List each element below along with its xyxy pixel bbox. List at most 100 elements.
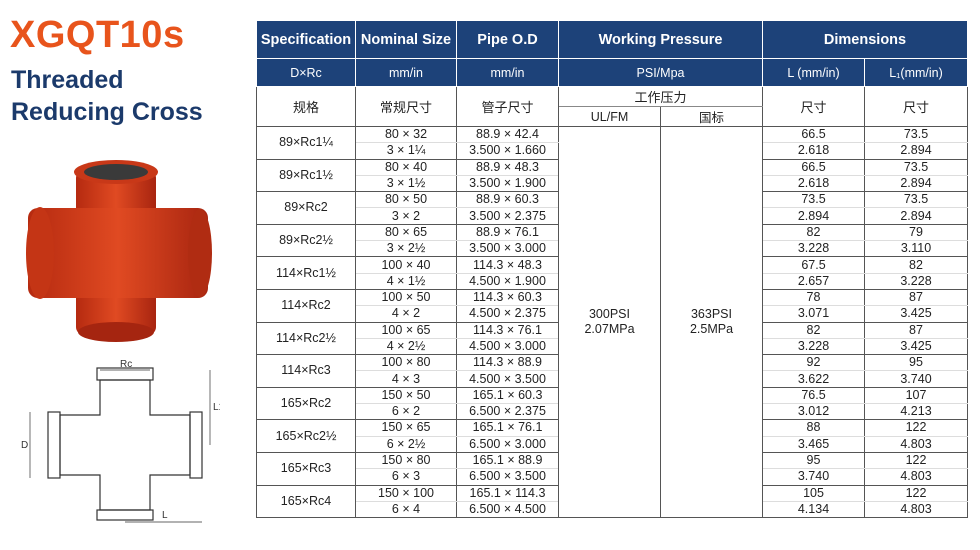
od-mm-cell: 114.3 × 88.9 — [456, 354, 559, 372]
table-row: 89×Rc2½ 80 × 65 88.9 × 76.1 82 79 — [256, 223, 968, 258]
table-row: 4 × 3 4.500 × 3.500 3.622 3.740 — [257, 370, 968, 388]
od-in-cell: 4.500 × 3.500 — [456, 370, 559, 388]
l1-in-cell: 4.803 — [864, 436, 968, 453]
product-subtitle: Threaded Reducing Cross — [11, 64, 203, 128]
od-in-cell: 6.500 × 3.500 — [456, 468, 559, 486]
l-mm-cell: 67.5 — [762, 256, 865, 274]
od-mm-cell: 114.3 × 76.1 — [456, 321, 559, 339]
subtitle-line-1: Threaded — [11, 66, 124, 94]
l1-in-cell: 3.228 — [864, 273, 968, 290]
od-mm-cell: 88.9 × 76.1 — [456, 223, 559, 242]
od-in-cell: 4.500 × 1.900 — [456, 273, 559, 290]
l-mm-cell: 88 — [762, 419, 865, 437]
od-in-cell: 4.500 × 3.000 — [456, 338, 559, 356]
label-rc: Rc — [120, 360, 132, 370]
l-mm-cell: 78 — [762, 288, 865, 307]
cn-pipe: 管子尺寸 — [456, 86, 559, 127]
table-row: 89×Rc1¼ 80 × 32 88.9 × 42.4 300PSI 2.07MPa 36… — [256, 125, 968, 519]
table-row: 6 × 2 6.500 × 2.375 3.012 4.213 — [257, 403, 968, 421]
unit-pipe: mm/in — [456, 58, 559, 87]
l1-in-cell: 2.894 — [864, 207, 968, 225]
od-mm-cell: 114.3 × 48.3 — [456, 256, 559, 274]
spec-cell: 114×Rc1½ — [256, 256, 356, 290]
unit-spec: D×Rc — [256, 58, 356, 87]
table-row: 89×Rc2 80 × 50 88.9 × 60.3 73.5 73.5 — [256, 191, 968, 225]
nominal-in-cell: 4 × 1½ — [355, 273, 457, 290]
header-pipe-od: Pipe O.D — [456, 20, 559, 59]
od-in-cell: 3.500 × 1.900 — [456, 175, 559, 193]
l1-in-cell: 3.425 — [864, 338, 968, 356]
l1-mm-cell: 122 — [864, 451, 968, 470]
table-row: 3 × 2½ 3.500 × 3.000 3.228 3.110 — [257, 240, 968, 258]
table-row: 6 × 2½ 6.500 × 3.000 3.465 4.803 — [257, 436, 968, 453]
spec-cell: 114×Rc2½ — [256, 321, 356, 356]
table-row: 4 × 2 4.500 × 2.375 3.071 3.425 — [257, 305, 968, 323]
od-mm-cell: 88.9 × 48.3 — [456, 158, 559, 176]
l-mm-cell: 95 — [762, 451, 865, 470]
l-in-cell: 2.894 — [762, 207, 865, 225]
nominal-in-cell: 3 × 2 — [355, 207, 457, 225]
l1-mm-cell: 79 — [864, 223, 968, 242]
l-mm-cell: 82 — [762, 223, 865, 242]
table-row: 89×Rc1½ 80 × 40 88.9 × 48.3 66.5 73.5 — [256, 158, 968, 193]
dimension-drawing: Rc L1 D L — [21, 360, 220, 523]
od-in-cell: 3.500 × 1.660 — [456, 142, 559, 160]
label-l1: L1 — [213, 402, 220, 413]
l-in-cell: 3.740 — [762, 468, 865, 486]
unit-l1: L₁(mm/in) — [864, 58, 968, 87]
table-row: 6 × 4 6.500 × 4.500 4.134 4.803 — [257, 501, 968, 519]
nominal-in-cell: 4 × 3 — [355, 370, 457, 388]
spec-cell: 165×Rc2 — [256, 386, 356, 421]
unit-l: L (mm/in) — [762, 58, 865, 87]
nominal-mm-cell: 80 × 65 — [355, 223, 457, 242]
label-d: D — [21, 440, 28, 451]
nominal-in-cell: 6 × 2½ — [355, 436, 457, 453]
l1-in-cell: 2.894 — [864, 175, 968, 193]
nominal-mm-cell: 80 × 50 — [355, 191, 457, 209]
subtitle-line-2: Reducing Cross — [11, 98, 203, 126]
nominal-in-cell: 3 × 1½ — [355, 175, 457, 193]
l1-in-cell: 4.803 — [864, 468, 968, 486]
gb-mpa: 2.5MPa — [689, 322, 734, 337]
l-mm-cell: 105 — [762, 484, 865, 502]
spec-cell: 89×Rc1¼ — [256, 126, 356, 160]
od-in-cell: 6.500 × 2.375 — [456, 403, 559, 421]
subheader-ulfm: UL/FM — [558, 106, 661, 127]
nominal-mm-cell: 150 × 65 — [355, 419, 457, 437]
l1-mm-cell: 73.5 — [864, 158, 968, 176]
label-l: L — [162, 510, 168, 521]
l1-mm-cell: 82 — [864, 256, 968, 274]
table-row: 114×Rc3 100 × 80 114.3 × 88.9 92 95 — [256, 354, 968, 388]
od-mm-cell: 165.1 × 114.3 — [456, 484, 559, 502]
spec-cell: 114×Rc2 — [256, 288, 356, 323]
unit-nominal: mm/in — [355, 58, 457, 87]
nominal-mm-cell: 100 × 50 — [355, 288, 457, 307]
table-row: 3 × 2 3.500 × 2.375 2.894 2.894 — [257, 207, 968, 225]
l-in-cell: 2.618 — [762, 175, 865, 193]
l-in-cell: 3.228 — [762, 338, 865, 356]
l1-mm-cell: 107 — [864, 386, 968, 405]
subheader-guobiao: 国标 — [660, 106, 763, 127]
od-mm-cell: 114.3 × 60.3 — [456, 288, 559, 307]
l1-mm-cell: 87 — [864, 321, 968, 339]
l-in-cell: 4.134 — [762, 501, 865, 519]
pressure-ulfm-cell: 300PSI 2.07MPa — [558, 125, 661, 519]
unit-pressure: PSI/Mpa — [558, 58, 763, 87]
nominal-in-cell: 3 × 2½ — [355, 240, 457, 258]
od-in-cell: 6.500 × 3.000 — [456, 436, 559, 453]
cn-l: 尺寸 — [762, 86, 865, 127]
l1-mm-cell: 87 — [864, 288, 968, 307]
l1-in-cell: 3.740 — [864, 370, 968, 388]
nominal-mm-cell: 150 × 50 — [355, 386, 457, 405]
l-in-cell: 2.657 — [762, 273, 865, 290]
ulfm-psi: 300PSI — [588, 307, 630, 322]
l1-mm-cell: 122 — [864, 484, 968, 502]
table-row: 6 × 3 6.500 × 3.500 3.740 4.803 — [257, 468, 968, 486]
l-in-cell: 2.618 — [762, 142, 865, 160]
cn-nominal: 常规尺寸 — [355, 86, 457, 127]
spec-cell: 165×Rc3 — [256, 451, 356, 486]
l-mm-cell: 66.5 — [762, 158, 865, 176]
nominal-mm-cell: 150 × 100 — [355, 484, 457, 502]
spec-table: Specification Nominal Size Pipe O.D Work… — [256, 20, 968, 519]
l1-mm-cell: 122 — [864, 419, 968, 437]
